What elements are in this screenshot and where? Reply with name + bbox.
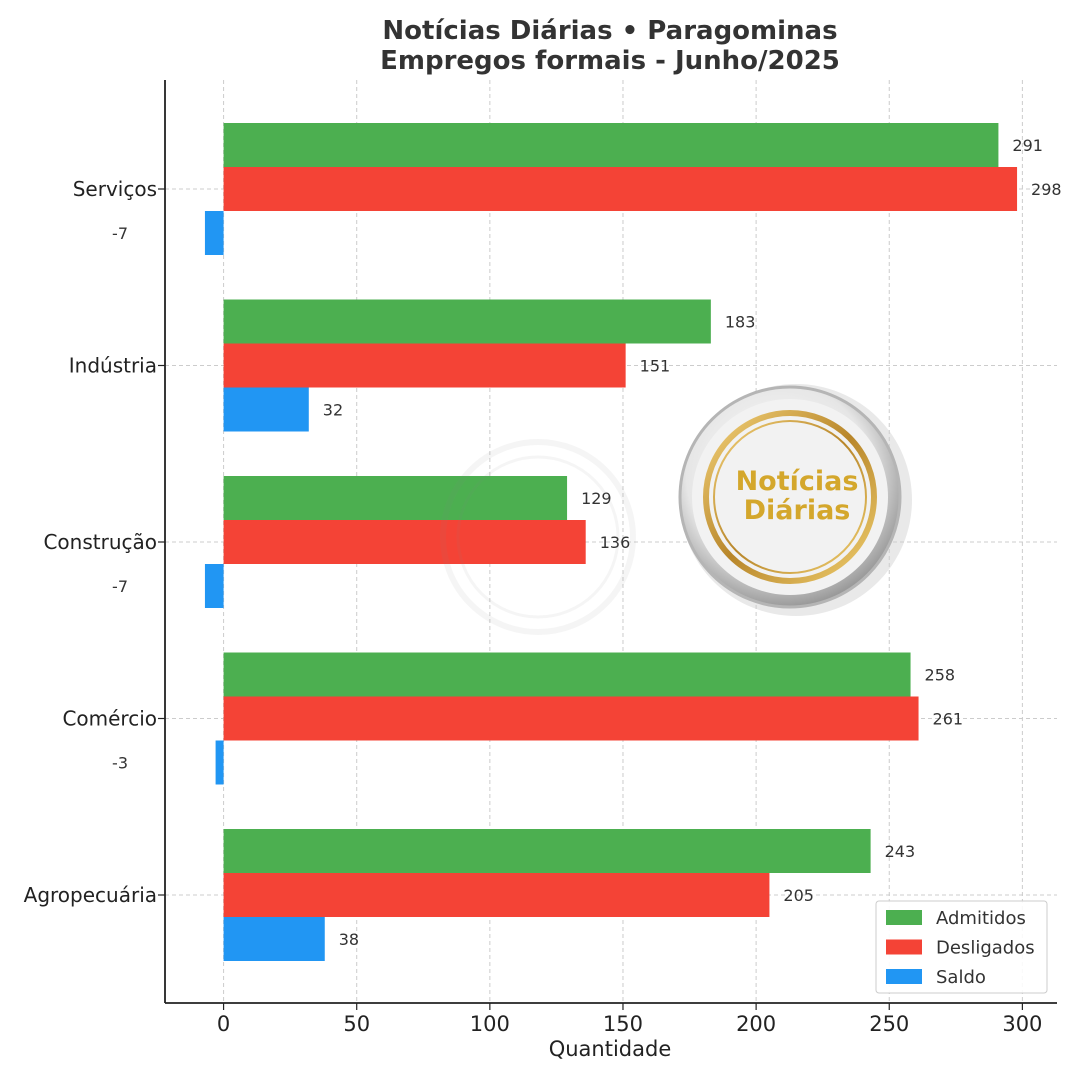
bar-saldo — [215, 740, 224, 785]
x-tick-label: 200 — [736, 1012, 776, 1036]
x-tick-label: 50 — [343, 1012, 370, 1036]
data-label: 243 — [885, 842, 916, 861]
legend-label-desligados: Desligados — [936, 938, 1035, 959]
data-label: -7 — [112, 577, 128, 596]
data-label: 298 — [1031, 180, 1062, 199]
axes — [158, 80, 1057, 1010]
x-tick-label: 300 — [1002, 1012, 1042, 1036]
bar-desligados — [223, 873, 770, 917]
data-label: 38 — [339, 930, 359, 949]
bar-admitidos — [223, 299, 711, 344]
x-tick-label: 0 — [217, 1012, 230, 1036]
bar-saldo — [223, 917, 325, 961]
bar-admitidos — [223, 829, 871, 873]
data-label: 129 — [581, 489, 612, 508]
bar-saldo — [204, 211, 224, 255]
chart-title-line-1: Notícias Diárias • Paragominas — [382, 16, 837, 46]
data-label: 261 — [933, 710, 964, 729]
tick-labels: 0 50 100 150 200 250 300 Serviços Indústria Const… — [24, 177, 1043, 1036]
watermark-logo: Notícias Diárias — [678, 384, 912, 616]
bar-admitidos — [223, 123, 999, 167]
bar-desligados — [223, 167, 1018, 211]
y-tick-label: Indústria — [69, 354, 157, 378]
legend-label-admitidos: Admitidos — [936, 908, 1026, 929]
legend-swatch-saldo — [886, 969, 922, 984]
y-tick-label: Comércio — [62, 707, 157, 731]
data-label: 291 — [1012, 136, 1043, 155]
data-label: 205 — [783, 886, 814, 905]
data-label: 32 — [323, 401, 343, 420]
data-labels: 291 183 129 258 243 298 151 136 261 205 -7 32 -7 -3 38 — [112, 136, 1062, 949]
legend-label-saldo: Saldo — [936, 967, 986, 988]
bar-saldo — [223, 387, 309, 432]
bar-desligados — [223, 696, 919, 741]
data-label: 183 — [725, 313, 756, 332]
bars — [204, 123, 1018, 961]
legend: Admitidos Desligados Saldo — [875, 900, 1048, 994]
watermark-line-1: Notícias — [736, 466, 859, 497]
data-label: 136 — [600, 533, 631, 552]
bar-admitidos — [223, 476, 568, 520]
y-tick-label: Agropecuária — [24, 883, 157, 907]
data-label: 258 — [925, 666, 956, 685]
y-tick-label: Serviços — [73, 177, 157, 201]
bar-desligados — [223, 343, 626, 388]
bar-admitidos — [223, 652, 911, 697]
data-label: -7 — [112, 224, 128, 243]
bar-desligados — [223, 520, 586, 564]
x-tick-label: 250 — [869, 1012, 909, 1036]
data-label: -3 — [112, 754, 128, 773]
data-label: 151 — [640, 357, 671, 376]
bar-saldo — [204, 564, 224, 608]
faint-watermark — [440, 439, 636, 635]
legend-swatch-desligados — [886, 939, 922, 955]
y-tick-label: Construção — [43, 530, 157, 554]
chart-title-line-2: Empregos formais - Junho/2025 — [380, 46, 840, 76]
x-tick-label: 150 — [603, 1012, 643, 1036]
x-tick-label: 100 — [470, 1012, 510, 1036]
x-axis-label: Quantidade — [549, 1037, 672, 1061]
legend-swatch-admitidos — [886, 910, 922, 925]
watermark-line-2: Diárias — [744, 495, 851, 526]
